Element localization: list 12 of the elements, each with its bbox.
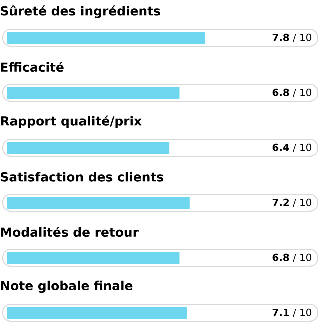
y-tick-label: Sûreté des ingrédients	[1, 6, 160, 18]
y-tick-label: Modalités de retour	[1, 226, 139, 238]
data-label: 6.8 / 10	[272, 88, 312, 98]
y-tick-label: Satisfaction des clients	[1, 172, 164, 182]
data-label: 7.2 / 10	[272, 198, 312, 208]
y-tick-label: Rapport qualité/prix	[1, 116, 142, 128]
y-tick-label: Efficacité	[1, 62, 64, 72]
data-label: 6.8 / 10	[272, 254, 312, 262]
data-label: 7.8 / 10	[272, 34, 312, 42]
y-tick-label: Note globale finale	[1, 280, 133, 294]
data-label: 6.4 / 10	[272, 144, 312, 152]
data-label: 7.1 / 10	[272, 308, 312, 318]
